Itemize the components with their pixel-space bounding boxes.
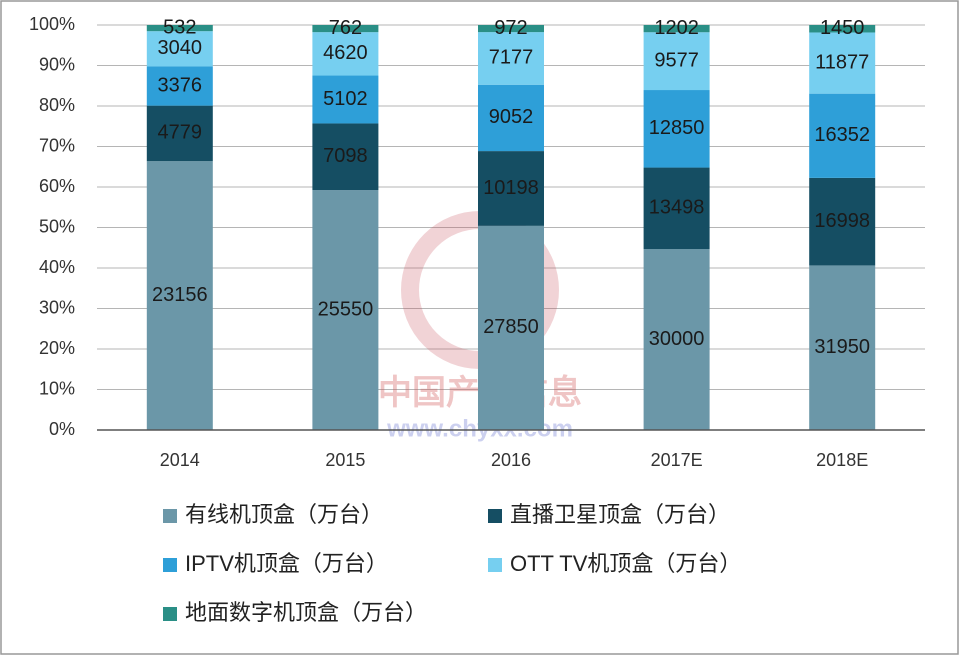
- legend-swatch: [163, 509, 177, 523]
- y-tick-label: 80%: [39, 95, 75, 115]
- data-label: 10198: [483, 177, 539, 199]
- x-tick-label: 2015: [325, 450, 365, 470]
- legend-label: 地面数字机顶盒（万台）: [185, 600, 427, 625]
- bar-segment: [146, 161, 213, 430]
- y-tick-label: 10%: [39, 378, 75, 398]
- y-tick-label: 30%: [39, 297, 75, 317]
- data-label: 1450: [820, 17, 865, 39]
- data-label: 16998: [814, 210, 870, 232]
- bar-segment: [809, 177, 876, 266]
- x-tick-label: 2017E: [651, 450, 703, 470]
- y-tick-label: 0%: [49, 419, 75, 439]
- bar-segment: [478, 32, 544, 85]
- bar-segment: [478, 25, 544, 33]
- data-label: 23156: [152, 284, 208, 306]
- data-label: 11877: [815, 51, 869, 73]
- bar-segment: [146, 25, 213, 32]
- data-label: 9052: [489, 106, 534, 128]
- bar-segment: [643, 167, 710, 249]
- data-label: 27850: [483, 316, 539, 338]
- data-label: 31950: [814, 336, 870, 358]
- data-label: 762: [329, 17, 362, 39]
- data-label: 13498: [649, 197, 705, 219]
- bar-segment: [478, 225, 544, 430]
- bar-segment: [312, 75, 379, 124]
- legend-swatch: [163, 558, 177, 572]
- bar-segment: [312, 123, 379, 191]
- bar-segment: [146, 31, 213, 67]
- data-label: 12850: [649, 117, 705, 139]
- bar-segment: [643, 25, 710, 33]
- y-tick-label: 90%: [39, 54, 75, 74]
- legend-swatch: [488, 509, 502, 523]
- y-tick-label: 40%: [39, 257, 75, 277]
- y-tick-label: 100%: [29, 14, 75, 34]
- data-label: 7098: [323, 145, 368, 167]
- y-tick-label: 60%: [39, 176, 75, 196]
- bar-segment: [478, 151, 544, 226]
- bar-segment: [809, 93, 876, 178]
- bar-segment: [643, 32, 710, 91]
- legend-label: 有线机顶盒（万台）: [185, 502, 383, 527]
- bar-segment: [146, 66, 213, 106]
- bar-segment: [643, 90, 710, 168]
- bar-segment: [146, 105, 213, 162]
- x-tick-label: 2018E: [816, 450, 868, 470]
- data-label: 1202: [654, 17, 699, 39]
- data-label: 9577: [654, 49, 699, 71]
- bar-segment: [809, 265, 876, 430]
- data-label: 532: [163, 16, 196, 38]
- bar-segment: [643, 248, 710, 430]
- data-label: 5102: [323, 88, 368, 110]
- data-label: 16352: [814, 124, 870, 146]
- x-tick-label: 2014: [160, 450, 200, 470]
- legend-label: 直播卫星顶盒（万台）: [510, 502, 730, 527]
- data-label: 4620: [323, 42, 368, 64]
- x-tick-label: 2016: [491, 450, 531, 470]
- legend-swatch: [163, 607, 177, 621]
- bar-segment: [809, 32, 876, 94]
- bar-segment: [312, 25, 379, 33]
- bar-segment: [809, 25, 876, 33]
- legend-swatch: [488, 558, 502, 572]
- y-tick-label: 70%: [39, 135, 75, 155]
- data-label: 30000: [649, 328, 705, 350]
- y-tick-label: 50%: [39, 216, 75, 236]
- data-label: 3376: [158, 74, 203, 96]
- data-label: 3040: [158, 37, 203, 59]
- legend-label: IPTV机顶盒（万台）: [185, 551, 388, 576]
- data-label: 4779: [158, 122, 203, 144]
- bar-segment: [312, 190, 379, 430]
- data-label: 972: [494, 17, 527, 39]
- data-label: 25550: [318, 298, 374, 320]
- data-label: 7177: [489, 47, 534, 69]
- y-tick-label: 20%: [39, 338, 75, 358]
- bar-segment: [478, 84, 544, 152]
- legend-label: OTT TV机顶盒（万台）: [510, 551, 741, 576]
- bar-segment: [312, 32, 379, 76]
